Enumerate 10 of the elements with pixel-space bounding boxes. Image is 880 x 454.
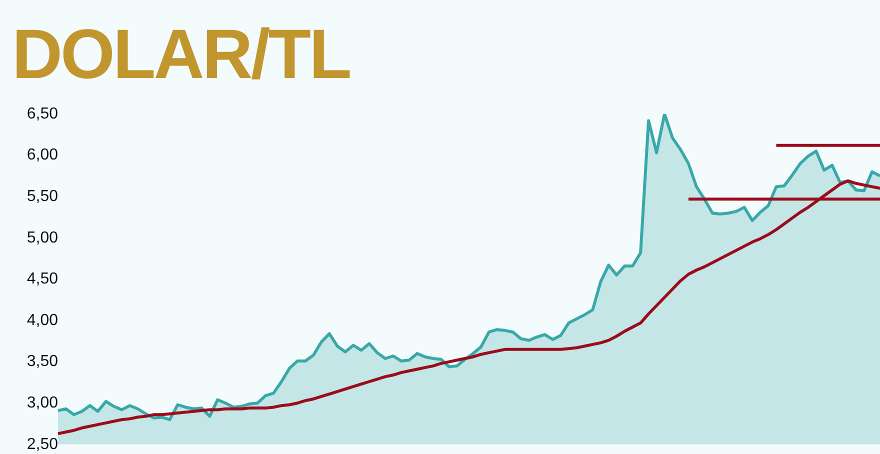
- y-tick-label: 6,50: [26, 105, 58, 122]
- y-tick-label: 3,50: [26, 353, 58, 370]
- y-tick-label: 6,00: [26, 146, 58, 164]
- y-tick-label: 4,50: [26, 270, 58, 288]
- y-tick-label: 3,00: [26, 394, 58, 412]
- y-tick-label: 4,00: [26, 312, 58, 329]
- y-tick-label: 5,50: [26, 188, 58, 206]
- y-tick-label: 5,00: [26, 229, 58, 246]
- y-tick-label: 2,50: [26, 436, 58, 453]
- chart-title: DOLAR/TL: [12, 14, 350, 94]
